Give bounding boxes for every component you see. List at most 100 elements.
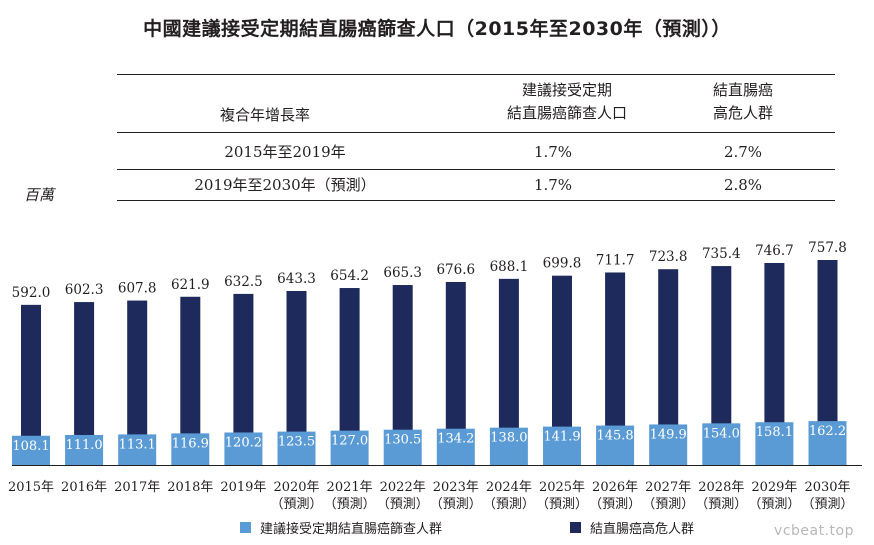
x-tick-label: 2027年 [645,480,691,495]
x-tick-label: 2029年 [751,480,797,495]
legend-item-highrisk: 結直腸癌高危人群 [570,518,695,537]
bar-screening [118,434,157,465]
data-label-screening: 116.9 [172,436,209,451]
table-header-screening-line1: 建議接受定期 [521,81,613,99]
bar-highrisk [445,281,466,465]
data-label-screening: 162.2 [809,424,846,439]
data-label-highrisk: 654.2 [330,268,369,284]
bar-highrisk [74,302,95,465]
bar-highrisk [21,304,41,465]
data-label-screening: 138.0 [490,431,527,446]
bar-screening [755,422,794,465]
data-label-highrisk: 592.0 [12,285,51,301]
bar-highrisk [392,285,413,465]
table-header-highrisk-line1: 結直腸癌 [712,81,774,99]
bar-highrisk [552,275,572,465]
table-top-rule [117,74,835,75]
bar-highrisk [498,278,519,465]
data-label-highrisk: 746.7 [755,243,794,259]
data-label-screening: 123.5 [278,435,315,450]
x-tick-label: 2016年 [61,480,107,495]
table-row-rule [117,169,835,170]
x-tick-label: 2019年 [220,480,266,495]
table-row-1-screening: 1.7% [533,143,573,161]
data-label-highrisk: 757.8 [808,240,847,256]
cagr-table: 複合年增長率 建議接受定期 結直腸癌篩查人口 結直腸癌 高危人群 2015年至2… [0,0,874,201]
x-tick-label: 2026年 [592,480,638,495]
bar-highrisk [658,269,679,465]
x-tick-label: 2021年 [327,480,373,495]
bar-highrisk [233,293,254,465]
x-tick-label: 2024年 [486,480,532,495]
bar-screening [171,433,210,465]
table-bottom-rule [117,200,835,201]
data-label-screening: 130.5 [384,433,421,448]
table-row-2-screening: 1.7% [533,176,573,194]
bar-screening [277,431,316,465]
data-label-screening: 149.9 [650,427,687,442]
bar-screening [330,430,369,465]
bar-highrisk [339,288,360,465]
bar-highrisk [127,300,148,465]
bar-highrisk [711,266,732,465]
data-label-screening: 113.1 [119,437,156,452]
x-tick-label: 2030年 [804,480,850,495]
bar-highrisk [180,296,201,465]
x-tick-label: （預測） [695,497,747,512]
x-tick-label: 2017年 [114,480,160,495]
x-tick-label: 2015年 [8,480,54,495]
data-label-highrisk: 607.8 [118,281,157,297]
x-tick-label: （預測） [748,497,800,512]
x-tick-label: （預測） [536,497,588,512]
bar-highrisk [817,260,838,465]
bar-screening [808,421,847,465]
data-label-highrisk: 632.5 [224,274,263,290]
data-label-screening: 158.1 [756,425,793,440]
data-label-highrisk: 723.8 [649,249,688,265]
legend-swatch-highrisk [570,521,581,533]
x-tick-label: （預測） [430,497,482,512]
data-label-highrisk: 602.3 [65,282,104,298]
chart-title: 中國建議接受定期結直腸癌篩查人口（2015年至2030年（預測）） [143,18,731,40]
x-tick-label: （預測） [801,497,853,512]
x-tick-label: （預測） [377,497,429,512]
x-tick-label: 2022年 [380,480,426,495]
x-tick-label: 2018年 [167,480,213,495]
x-tick-label: （預測） [589,497,641,512]
data-label-screening: 111.0 [65,438,102,453]
bar-screening [543,426,581,465]
watermark: vcbeat.top [774,523,854,539]
table-row-1-period: 2015年至2019年 [224,143,346,161]
data-label-highrisk: 643.3 [277,271,316,287]
data-label-screening: 120.2 [225,435,262,450]
x-tick-label: （預測） [642,497,694,512]
bar-screening [489,427,528,465]
data-label-screening: 108.1 [12,439,49,454]
bar-screening [12,435,50,465]
legend-swatch-screening [240,521,251,533]
x-tick-label: 2025年 [539,480,585,495]
table-header-rule [117,132,835,133]
x-tick-label: 2020年 [273,480,319,495]
table-row-2-period: 2019年至2030年（預測） [194,176,376,194]
bar-screening [596,425,635,465]
bar-screening [702,423,741,465]
data-label-screening: 145.8 [596,429,633,444]
legend-label-highrisk: 結直腸癌高危人群 [590,521,695,537]
data-label-highrisk: 688.1 [490,259,529,275]
data-label-screening: 141.9 [543,430,580,445]
bar-highrisk [605,272,626,465]
data-label-screening: 134.2 [437,432,474,447]
bar-screening [65,434,104,465]
bar-screening [436,428,475,465]
unit-label: 百萬 [24,186,55,204]
legend-item-screening: 建議接受定期結直腸癌篩查人群 [240,518,443,537]
table-header-cagr: 複合年增長率 [219,106,311,124]
x-tick-label: 2023年 [433,480,479,495]
x-tick-label: 2028年 [698,480,744,495]
data-label-highrisk: 621.9 [171,277,210,293]
data-label-highrisk: 676.6 [436,262,475,278]
legend-label-screening: 建議接受定期結直腸癌篩查人群 [260,521,443,537]
bar-highrisk [286,290,307,465]
